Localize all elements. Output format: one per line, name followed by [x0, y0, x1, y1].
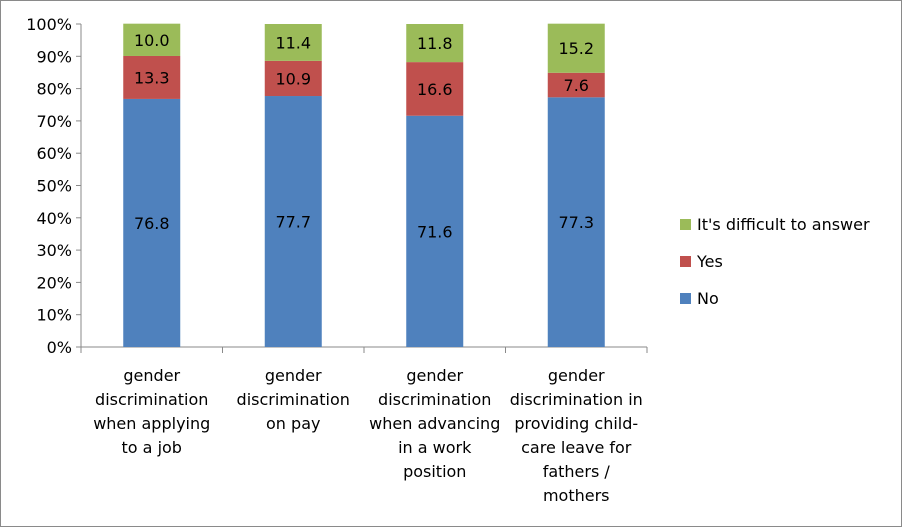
data-label: 77.3: [558, 213, 594, 232]
bar-segment: [406, 62, 464, 116]
data-label: 76.8: [134, 214, 170, 233]
data-label: 10.9: [275, 69, 311, 88]
axes: 0% 10% 20% 30% 40% 50% 60% 70% 80% 90% 100%: [26, 15, 648, 357]
bar-segment: [406, 24, 464, 63]
data-label: 10.0: [134, 31, 170, 50]
legend-label: No: [697, 289, 719, 308]
y-tick-label: 50%: [36, 177, 72, 196]
data-label: 11.4: [275, 33, 311, 52]
bar-segment: [264, 24, 322, 61]
y-tick-label: 100%: [26, 15, 72, 34]
bar-segment: [547, 23, 605, 73]
bar-segment: [547, 97, 605, 347]
data-label: 77.7: [275, 213, 311, 232]
data-label: 16.6: [417, 80, 453, 99]
y-tick-label: 10%: [36, 306, 72, 325]
y-tick-label: 40%: [36, 209, 72, 228]
legend-swatch: [680, 219, 691, 230]
y-tick-label: 70%: [36, 112, 72, 131]
category-labels: gender discrimination when applying to a jo…: [93, 366, 643, 505]
category-label: gender discrimination when applying to a jo…: [93, 366, 210, 457]
bars: 76.8 13.3 10.0 77.7 10.9 11.4 71.6 16.6 11.8 77.3…: [123, 23, 605, 348]
bar-segment: [406, 115, 464, 348]
legend-label: It's difficult to answer: [697, 215, 870, 234]
bar-segment: [264, 60, 322, 97]
y-tick-label: 30%: [36, 241, 72, 260]
category-label: gender discrimination when advancing in a w…: [369, 366, 500, 481]
y-tick-label: 80%: [36, 80, 72, 99]
bar-segment: [547, 72, 605, 98]
legend-label: Yes: [696, 252, 723, 271]
legend-swatch: [680, 256, 691, 267]
y-tick-label: 60%: [36, 144, 72, 163]
bar-segment: [123, 23, 181, 56]
data-label: 11.8: [417, 34, 453, 53]
legend: It's difficult to answer Yes No: [680, 215, 870, 308]
category-label: gender discrimination on pay: [237, 366, 350, 433]
bar-segment: [264, 96, 322, 348]
data-label: 15.2: [558, 39, 594, 58]
bar-segment: [123, 98, 181, 347]
y-tick-label: 20%: [36, 273, 72, 292]
data-label: 13.3: [134, 68, 170, 87]
y-tick-label: 90%: [36, 47, 72, 66]
y-tick-label: 0%: [47, 338, 72, 357]
legend-swatch: [680, 293, 691, 304]
bar-segment: [123, 55, 181, 99]
category-label: gender discrimination in providing child-c…: [510, 366, 643, 505]
data-label: 71.6: [417, 222, 453, 241]
data-label: 7.6: [564, 76, 589, 95]
